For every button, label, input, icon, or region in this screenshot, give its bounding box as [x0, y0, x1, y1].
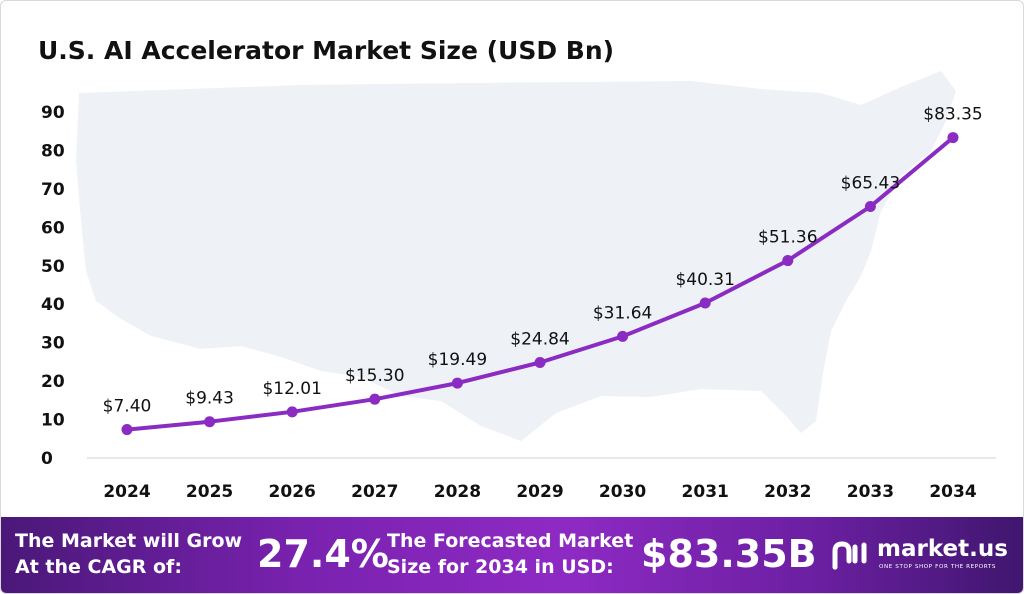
- x-tick-label: 2030: [599, 482, 646, 502]
- data-point: [534, 357, 546, 369]
- cagr-caption-line2: At the CAGR of:: [15, 556, 182, 578]
- y-tick-label: 10: [41, 411, 65, 431]
- x-tick-label: 2024: [103, 482, 150, 502]
- y-tick-label: 80: [41, 141, 65, 161]
- data-point: [286, 406, 298, 418]
- summary-banner: The Market will Grow At the CAGR of: 27.…: [1, 517, 1023, 593]
- forecast-caption-line2: Size for 2034 in USD:: [387, 556, 614, 578]
- data-label: $12.01: [262, 379, 321, 399]
- x-tick-label: 2032: [764, 482, 811, 502]
- y-tick-label: 90: [41, 103, 65, 123]
- x-tick-label: 2027: [351, 482, 398, 502]
- cagr-caption-line1: The Market will Grow: [15, 530, 243, 552]
- data-label: $19.49: [428, 350, 487, 370]
- us-map-silhouette: [76, 71, 956, 441]
- data-label: $7.40: [103, 397, 152, 417]
- y-tick-label: 70: [41, 180, 65, 200]
- data-point: [204, 416, 216, 428]
- data-point: [369, 393, 381, 405]
- data-label: $9.43: [185, 389, 234, 409]
- data-point: [947, 132, 959, 144]
- chart-title: U.S. AI Accelerator Market Size (USD Bn): [38, 36, 614, 65]
- x-tick-label: 2033: [847, 482, 894, 502]
- y-tick-label: 60: [41, 218, 65, 238]
- data-point: [699, 297, 711, 309]
- x-tick-label: 2026: [269, 482, 316, 502]
- brand-name: market.us: [877, 536, 1008, 562]
- data-label: $24.84: [510, 330, 569, 350]
- cagr-value: 27.4%: [257, 532, 389, 576]
- forecast-caption-line1: The Forecasted Market: [387, 530, 634, 552]
- chart-canvas: U.S. AI Accelerator Market Size (USD Bn)…: [38, 36, 996, 502]
- data-label: $83.35: [923, 105, 982, 125]
- data-points: [121, 132, 959, 436]
- y-axis: 0 10 20 30 40 50 60 70 80 90: [41, 103, 65, 469]
- x-tick-label: 2025: [186, 482, 233, 502]
- data-label: $51.36: [758, 228, 817, 248]
- data-label: $40.31: [675, 270, 734, 290]
- data-point: [451, 377, 463, 389]
- y-tick-label: 20: [41, 372, 65, 392]
- data-labels: $7.40 $9.43 $12.01 $15.30 $19.49 $24.84 $31.64…: [103, 105, 983, 417]
- data-point: [121, 424, 133, 436]
- data-point: [617, 330, 629, 342]
- data-label: $31.64: [593, 303, 652, 323]
- brand-tagline: ONE STOP SHOP FOR THE REPORTS: [879, 564, 996, 570]
- y-tick-label: 50: [41, 257, 65, 277]
- x-tick-label: 2034: [929, 482, 976, 502]
- forecast-value: $83.35B: [641, 532, 817, 576]
- market-us-logo-icon: [832, 541, 867, 570]
- y-tick-label: 0: [41, 449, 53, 469]
- x-tick-label: 2031: [682, 482, 729, 502]
- y-tick-label: 30: [41, 334, 65, 354]
- x-axis: 2024 2025 2026 2027 2028 2029 2030 2031 2032 2033…: [103, 482, 976, 502]
- data-point: [864, 200, 876, 212]
- data-point: [782, 255, 794, 267]
- data-label: $65.43: [841, 173, 900, 193]
- y-tick-label: 40: [41, 295, 65, 315]
- x-tick-label: 2028: [434, 482, 481, 502]
- x-tick-label: 2029: [516, 482, 563, 502]
- data-label: $15.30: [345, 366, 404, 386]
